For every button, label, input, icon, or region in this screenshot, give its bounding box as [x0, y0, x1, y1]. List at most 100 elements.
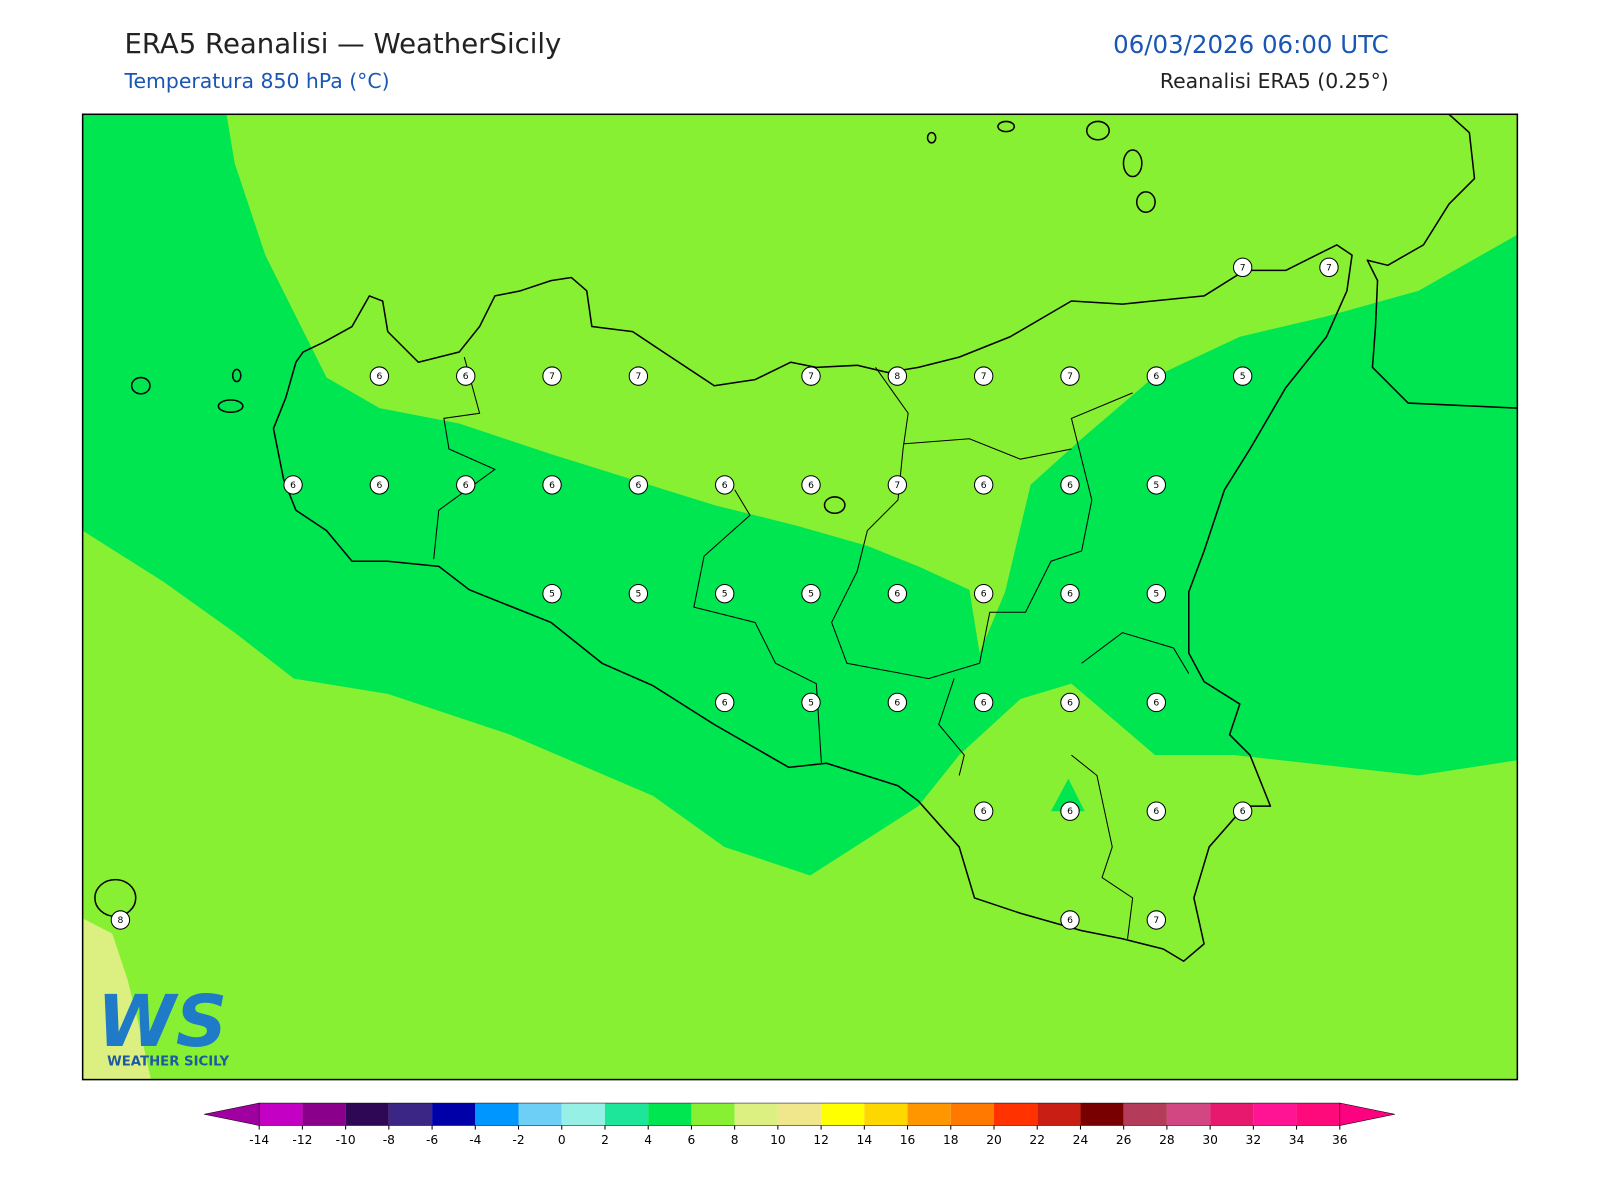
station-marker — [973, 366, 994, 386]
station: 6 — [715, 475, 735, 495]
station-marker — [628, 583, 649, 604]
colorbar-box — [345, 1103, 389, 1126]
station-value: 6 — [722, 697, 728, 708]
station: 6 — [542, 475, 562, 495]
station-marker — [1060, 475, 1080, 495]
island — [1122, 149, 1143, 178]
station: 7 — [542, 366, 562, 386]
station-marker — [801, 366, 821, 386]
station: 6 — [887, 692, 908, 713]
station: 6 — [1060, 583, 1080, 604]
logo-mark: WS — [97, 980, 227, 1063]
station-value: 8 — [894, 371, 900, 382]
station: 6 — [369, 475, 390, 495]
station-value: 6 — [894, 697, 900, 708]
station-value: 5 — [722, 589, 728, 600]
colorbar-box — [475, 1103, 519, 1126]
station-marker — [628, 475, 649, 495]
colorbar-box — [1080, 1103, 1124, 1126]
station-value: 6 — [1067, 589, 1073, 600]
colorbar-box — [561, 1103, 605, 1126]
station: 6 — [1146, 801, 1167, 821]
map: 7 7 6 6 7 7 7 8 7 7 6 5 6 6 6 6 6 6 6 7 6 6 5 5 5 5 5 6 6 6 5 6 5 6 6 6 6 6 6 6… — [82, 114, 1518, 1080]
station-marker — [1060, 692, 1080, 713]
colorbar-box — [777, 1103, 822, 1126]
station-value: 7 — [1153, 915, 1159, 926]
station-marker — [801, 583, 821, 604]
colorbar-box — [259, 1103, 303, 1126]
station-value: 6 — [981, 480, 987, 491]
station-value: 7 — [1326, 262, 1332, 273]
station-value: 5 — [1153, 480, 1159, 491]
station-value: 6 — [722, 480, 728, 491]
colorbar-box — [734, 1103, 778, 1126]
island — [1085, 120, 1110, 141]
station-marker — [1146, 583, 1167, 604]
station: 6 — [973, 475, 994, 495]
station-marker — [887, 366, 908, 386]
station: 7 — [887, 475, 908, 495]
station-marker — [456, 366, 476, 386]
colorbar-tick-label: 26 — [1116, 1133, 1132, 1147]
station-value: 6 — [1067, 480, 1073, 491]
station-marker — [973, 583, 994, 604]
station: 6 — [973, 583, 994, 604]
station-marker — [283, 475, 303, 495]
station-marker — [973, 801, 994, 821]
source: Reanalisi ERA5 (0.25°) — [1160, 69, 1389, 93]
station-value: 6 — [463, 371, 469, 382]
colorbar-tick-label: 14 — [857, 1133, 873, 1147]
station-marker — [715, 583, 735, 604]
station-value: 6 — [1067, 915, 1073, 926]
station-value: 6 — [894, 589, 900, 600]
colorbar-tick-label: 0 — [558, 1133, 566, 1147]
province-border — [433, 357, 1190, 939]
station-marker — [542, 475, 562, 495]
station: 6 — [887, 583, 908, 604]
station-value: 6 — [376, 480, 382, 491]
station-marker — [973, 475, 994, 495]
colorbar-tick-label: 32 — [1246, 1133, 1262, 1147]
station-value: 6 — [1153, 697, 1159, 708]
station: 6 — [1060, 910, 1080, 930]
coastline — [1366, 114, 1518, 409]
station-value: 6 — [549, 480, 555, 491]
station: 6 — [1060, 692, 1080, 713]
colorbar-tick-label: 12 — [813, 1133, 829, 1147]
colorbar-tick-label: 30 — [1202, 1133, 1218, 1147]
station: 8 — [110, 910, 131, 930]
station-value: 6 — [1153, 806, 1159, 817]
station-marker — [801, 692, 821, 713]
colorbar: -14 -12 -10 -8 -6 -4 -2 0 2 4 6 8 10 12 14 16 18 20 22 24 26… — [204, 1102, 1395, 1147]
colorbar-tick-label: -10 — [336, 1133, 356, 1147]
colorbar-tick-label: 22 — [1029, 1133, 1045, 1147]
island — [997, 120, 1016, 133]
station-marker — [628, 366, 649, 386]
colorbar-box — [1123, 1103, 1167, 1126]
station-value: 5 — [808, 589, 814, 600]
station-marker — [542, 366, 562, 386]
station-marker — [1232, 366, 1253, 386]
station: 5 — [801, 583, 821, 604]
station-value: 6 — [635, 480, 641, 491]
colorbar-tick-label: 20 — [986, 1133, 1002, 1147]
colorbar-tick-label: 36 — [1332, 1133, 1348, 1147]
station-value: 8 — [117, 915, 123, 926]
colorbar-tick-label: 16 — [900, 1133, 916, 1147]
station-value: 7 — [894, 480, 900, 491]
station-marker — [456, 475, 476, 495]
colorbar-box — [1296, 1103, 1340, 1126]
station-marker — [887, 475, 908, 495]
station-value: 5 — [808, 697, 814, 708]
colorbar-box — [604, 1103, 649, 1126]
station-value: 6 — [290, 480, 296, 491]
station-value: 5 — [635, 589, 641, 600]
colorbar-tick-label: -4 — [469, 1133, 481, 1147]
station-marker — [1146, 366, 1167, 386]
station: 6 — [801, 475, 821, 495]
station-value: 6 — [1067, 806, 1073, 817]
colorbar-tick-label: 24 — [1073, 1133, 1089, 1147]
island — [823, 496, 846, 515]
colorbar-outline — [258, 1102, 1341, 1126]
station: 6 — [1060, 801, 1080, 821]
